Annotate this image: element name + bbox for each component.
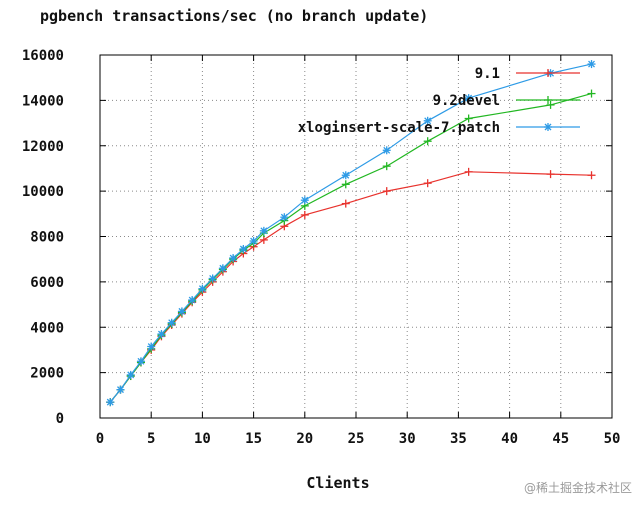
- legend-marker: [544, 123, 552, 131]
- x-tick-label: 30: [399, 431, 416, 447]
- data-point: [106, 398, 115, 407]
- data-point: [300, 196, 309, 205]
- data-point: [167, 318, 176, 327]
- series-layer: [106, 60, 596, 407]
- data-point: [341, 180, 350, 189]
- x-axis-label: Clients: [306, 474, 369, 492]
- watermark: @稀土掘金技术社区: [524, 480, 632, 495]
- series-line: [109, 171, 592, 403]
- series-line: [109, 63, 592, 403]
- data-point: [136, 357, 145, 366]
- chart-title: pgbench transactions/sec (no branch upda…: [40, 7, 428, 25]
- data-point: [464, 167, 473, 176]
- y-tick-label: 4000: [30, 320, 64, 336]
- x-tick-label: 10: [194, 431, 211, 447]
- data-point: [423, 179, 432, 188]
- data-point: [341, 171, 350, 180]
- data-point: [188, 296, 197, 305]
- y-tick-label: 6000: [30, 275, 64, 291]
- legend-label: 9.1: [475, 66, 500, 82]
- data-point: [341, 199, 350, 208]
- data-point: [259, 226, 268, 235]
- grid: [99, 54, 613, 419]
- x-tick-label: 40: [501, 431, 518, 447]
- y-tick-label: 12000: [22, 139, 64, 155]
- data-point: [464, 114, 473, 123]
- data-point: [280, 213, 289, 222]
- data-point: [229, 254, 238, 263]
- data-point: [116, 385, 125, 394]
- data-point: [177, 307, 186, 316]
- x-tick-label: 35: [450, 431, 467, 447]
- data-point: [382, 162, 391, 171]
- data-point: [546, 170, 555, 179]
- y-tick-label: 16000: [22, 48, 64, 64]
- y-tick-label: 14000: [22, 93, 64, 109]
- x-tick-label: 15: [245, 431, 262, 447]
- legend: 9.1 9.2devel xloginsert-scale-7.patch: [298, 66, 580, 136]
- data-point: [587, 89, 596, 98]
- data-point: [259, 235, 268, 244]
- x-tick-label: 50: [604, 431, 621, 447]
- legend-marker: [544, 69, 552, 77]
- data-point: [239, 244, 248, 253]
- data-point: [249, 237, 258, 246]
- legend-label: 9.2devel: [433, 93, 500, 109]
- data-point: [198, 284, 207, 293]
- data-point: [587, 171, 596, 180]
- data-point: [147, 342, 156, 351]
- legend-marker: [544, 96, 552, 104]
- x-tick-label: 45: [552, 431, 569, 447]
- data-point: [587, 60, 596, 69]
- data-point: [382, 146, 391, 155]
- x-tick-label: 25: [348, 431, 365, 447]
- data-point: [126, 370, 135, 379]
- y-tick-label: 0: [56, 411, 64, 427]
- series-line: [109, 93, 592, 403]
- y-tick-label: 2000: [30, 366, 64, 382]
- y-tick-label: 8000: [30, 230, 64, 246]
- data-point: [300, 210, 309, 219]
- data-point: [423, 137, 432, 146]
- data-point: [208, 274, 217, 283]
- x-tick-label: 20: [296, 431, 313, 447]
- data-point: [382, 187, 391, 196]
- axis-ticks: 0 5 10 15 20 25 30 35 40 45 50 0 2000 4000 6000 8000 100…: [22, 48, 621, 447]
- data-point: [157, 330, 166, 339]
- y-tick-label: 10000: [22, 184, 64, 200]
- data-point: [464, 94, 473, 103]
- x-tick-label: 0: [96, 431, 104, 447]
- data-point: [546, 100, 555, 109]
- legend-label: xloginsert-scale-7.patch: [298, 120, 500, 136]
- data-point: [423, 116, 432, 125]
- x-tick-label: 5: [147, 431, 155, 447]
- data-point: [218, 264, 227, 273]
